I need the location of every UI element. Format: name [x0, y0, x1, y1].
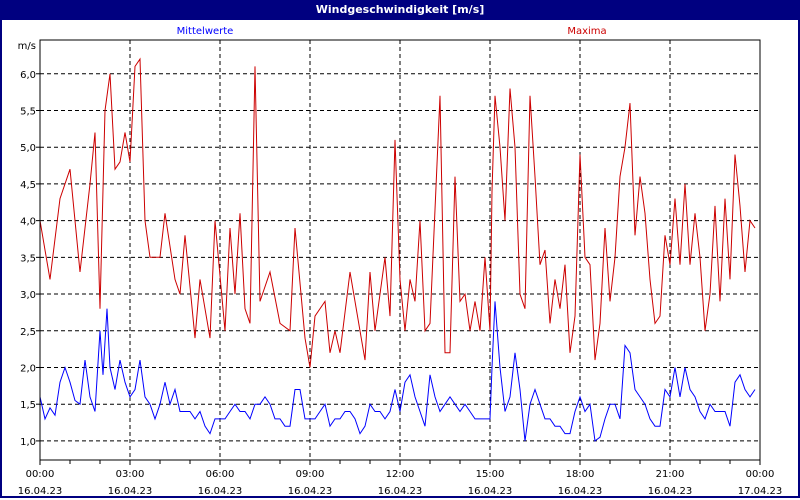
y-tick-label: 1,5 [20, 400, 36, 411]
x-tick-date-label: 16.04.23 [288, 486, 333, 497]
x-tick-date-label: 16.04.23 [18, 486, 63, 497]
x-tick-date-label: 16.04.23 [468, 486, 513, 497]
x-tick-time-label: 18:00 [566, 469, 595, 480]
x-tick-time-label: 00:00 [746, 469, 775, 480]
y-tick-label: 3,5 [20, 253, 36, 264]
x-tick-time-label: 21:00 [656, 469, 685, 480]
y-tick-label: 4,5 [20, 180, 36, 191]
x-tick-time-label: 03:00 [116, 469, 145, 480]
plot-frame [39, 39, 761, 461]
legend-maxima: Maxima [567, 26, 606, 37]
window-title: Windgeschwindigkeit [m/s] [0, 0, 800, 20]
y-tick-label: 2,5 [20, 327, 36, 338]
y-tick-label: 5,0 [20, 143, 36, 154]
x-tick-date-label: 16.04.23 [558, 486, 603, 497]
y-tick-label: 2,0 [20, 363, 36, 374]
x-tick-date-label: 17.04.23 [738, 486, 783, 497]
x-tick-date-label: 16.04.23 [108, 486, 153, 497]
y-tick-label: 6,0 [20, 70, 36, 81]
series-line-mittelwerte [39, 301, 756, 442]
series-line-maxima [39, 57, 756, 368]
y-tick-label: 4,0 [20, 217, 36, 228]
y-tick-label: 3,0 [20, 290, 36, 301]
y-axis-label: m/s [18, 41, 36, 52]
x-tick-date-label: 16.04.23 [198, 486, 243, 497]
x-tick-date-label: 16.04.23 [378, 486, 423, 497]
x-tick-time-label: 12:00 [386, 469, 415, 480]
y-tick-label: 5,5 [20, 106, 36, 117]
x-tick-date-label: 16.04.23 [648, 486, 693, 497]
x-tick-time-label: 06:00 [206, 469, 235, 480]
x-tick-time-label: 00:00 [26, 469, 55, 480]
x-tick-time-label: 15:00 [476, 469, 505, 480]
legend-mittelwerte: Mittelwerte [177, 26, 234, 37]
x-tick-time-label: 09:00 [296, 469, 325, 480]
y-tick-label: 1,0 [20, 437, 36, 448]
